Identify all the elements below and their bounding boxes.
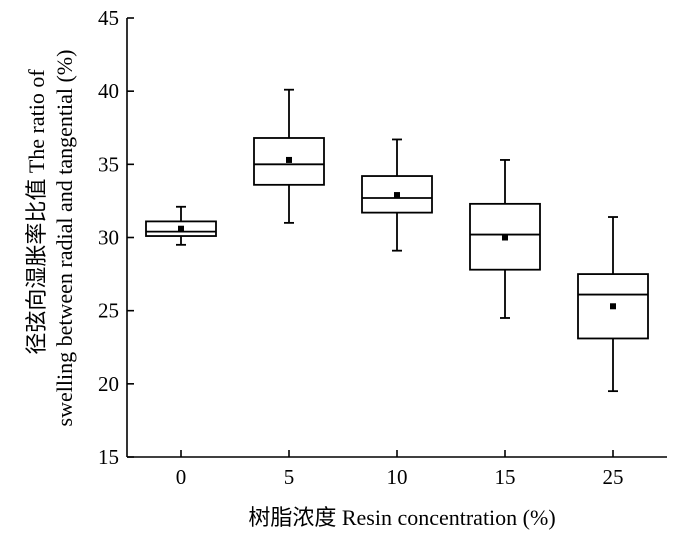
y-tick-label: 35 (98, 152, 119, 176)
y-tick-label: 30 (98, 226, 119, 250)
x-tick-label: 0 (176, 465, 187, 489)
x-axis-title: 树脂浓度 Resin concentration (%) (248, 505, 555, 530)
box-5 (253, 88, 325, 224)
y-tick-label: 25 (98, 299, 119, 323)
x-tick-label: 15 (495, 465, 516, 489)
x-tick-label: 5 (284, 465, 295, 489)
mean-marker (178, 225, 184, 232)
iqr-box (469, 202, 541, 271)
y-tick-label: 15 (98, 445, 119, 469)
y-axis-title-line1: 径弦向湿胀率比值 The ratio of (24, 69, 49, 355)
box-25 (577, 216, 649, 393)
y-axis-title-line2: swelling between radial and tangential (… (52, 50, 77, 427)
y-tick-label: 40 (98, 79, 119, 103)
y-tick-label: 45 (98, 6, 119, 30)
box-series (145, 88, 649, 393)
iqr-box (361, 175, 433, 214)
y-tick-label: 20 (98, 372, 119, 396)
x-tick-label: 25 (603, 465, 624, 489)
x-axis-ticks: 0 5 10 15 25 (176, 450, 624, 489)
x-tick-label: 10 (387, 465, 408, 489)
box-15 (469, 159, 541, 319)
mean-marker (286, 156, 292, 163)
iqr-box (253, 137, 325, 186)
box-0 (145, 205, 217, 246)
iqr-box (577, 273, 649, 340)
mean-marker (502, 234, 508, 241)
iqr-box (145, 220, 217, 237)
y-axis-ticks: 15 20 25 30 35 40 45 (98, 6, 134, 469)
box-10 (361, 138, 433, 252)
mean-marker (394, 192, 400, 199)
mean-marker (610, 303, 616, 310)
